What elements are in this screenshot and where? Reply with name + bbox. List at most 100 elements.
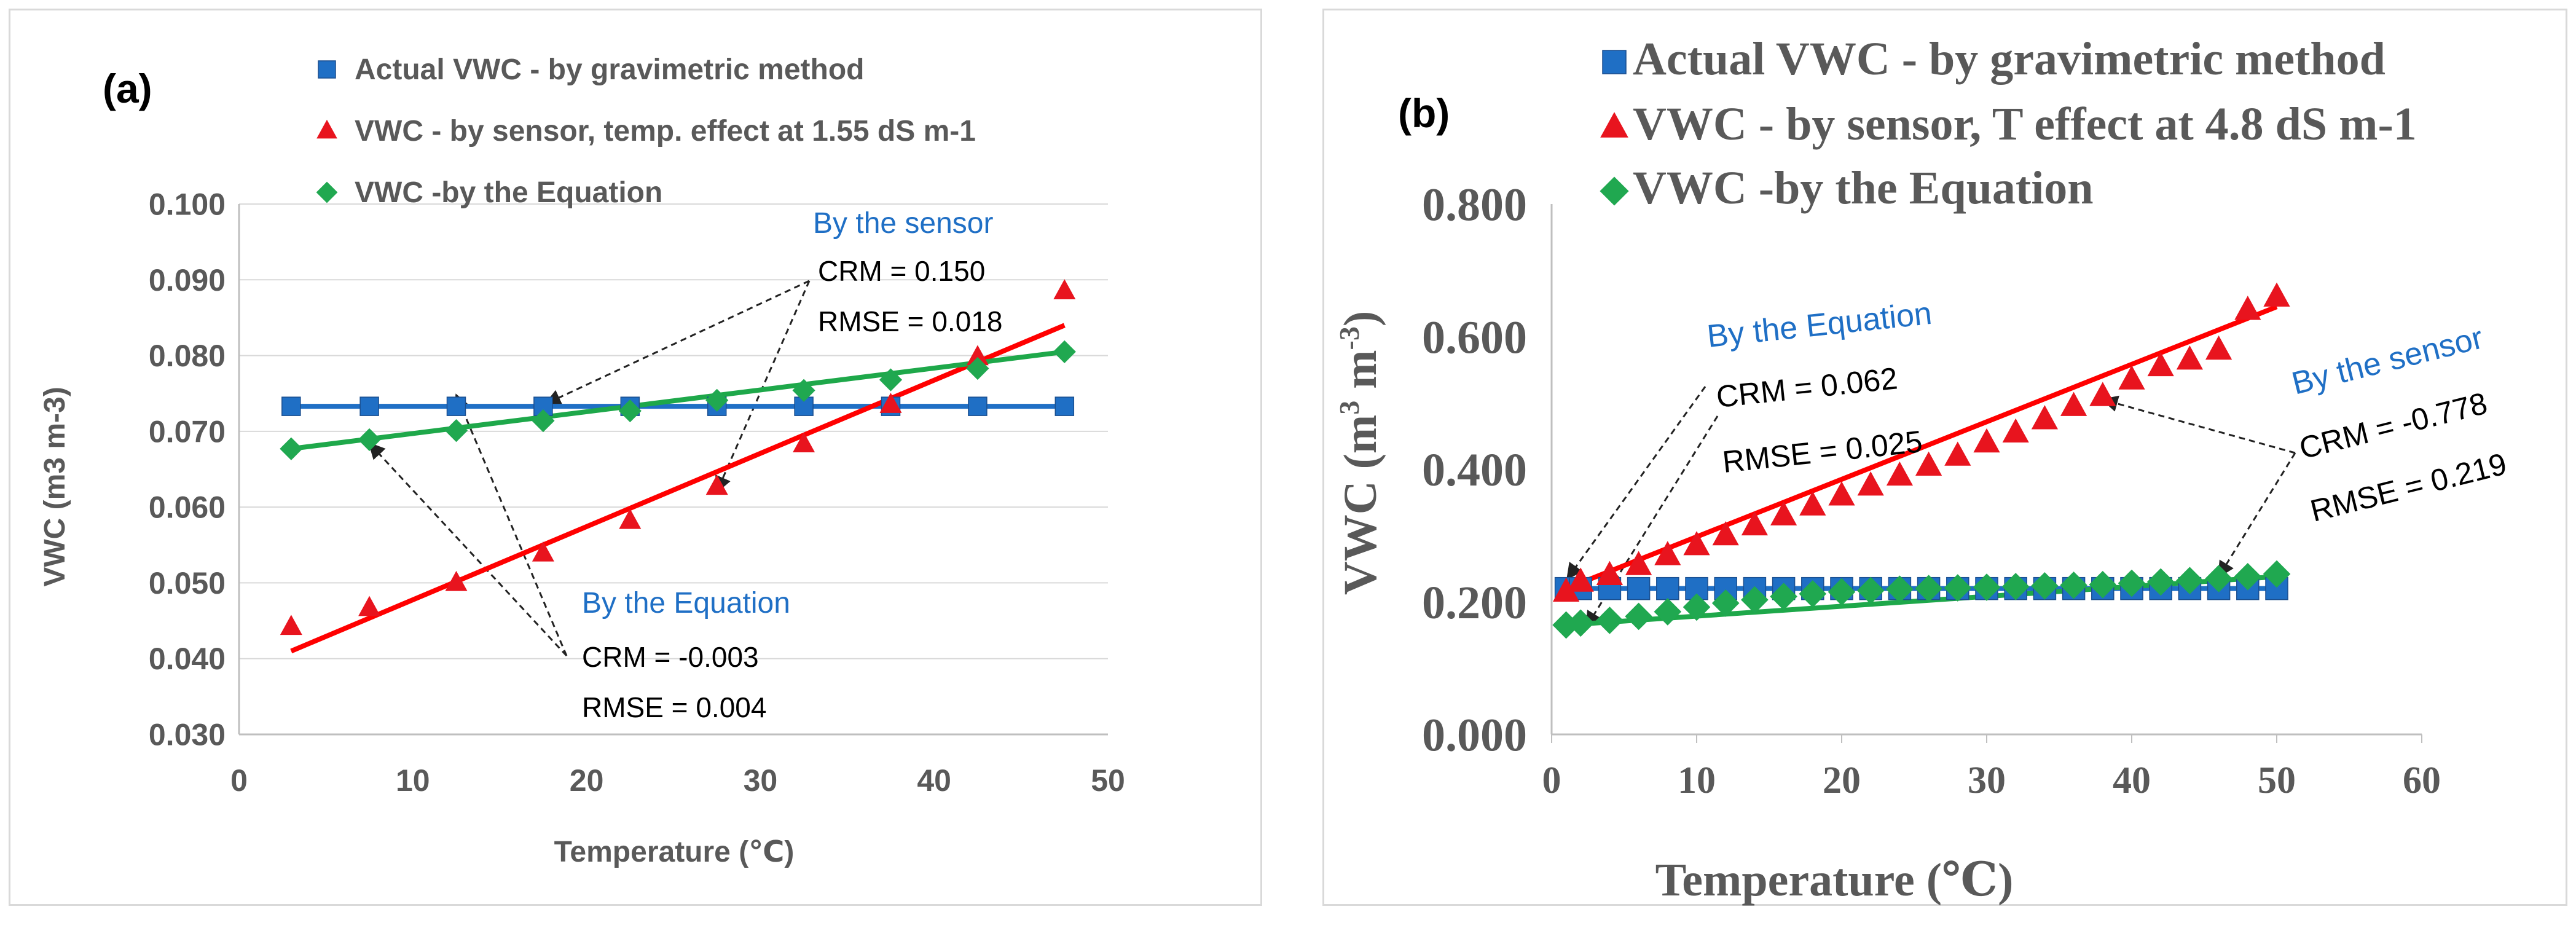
sensor-point <box>793 432 815 453</box>
sensor-point <box>2118 365 2145 390</box>
equation-point <box>2089 570 2117 599</box>
x-tick-label: 30 <box>744 763 778 798</box>
sensor-point <box>1596 560 1623 585</box>
panel-label-a: (a) <box>103 66 152 111</box>
legend-marker-actual <box>1602 50 1627 74</box>
sensor-trendline <box>290 323 1066 654</box>
equation-point <box>1654 598 1682 626</box>
equation-point <box>1973 573 2001 601</box>
equation-point <box>2118 569 2146 597</box>
annotation-a-sensor-title: By the sensor <box>813 207 994 240</box>
sensor-point <box>1683 531 1710 556</box>
y-axis-label-a: VWC (m3 m-3) <box>39 387 71 586</box>
chart-b-svg: 0.000 0.200 0.400 0.600 0.800 0 10 20 30 40 50 60 (… <box>1333 33 2510 906</box>
equation-point <box>792 379 815 402</box>
actual-point <box>968 396 988 416</box>
annotation-b-equation-crm: CRM = 0.062 <box>1714 361 1899 414</box>
sensor-point <box>2031 405 2058 430</box>
chart-a-svg: 0.030 0.040 0.050 0.060 0.070 0.080 0.090 0.100… <box>39 53 1125 868</box>
sensor-point <box>1886 461 1913 486</box>
sensor-point <box>1770 501 1797 525</box>
sensor-point <box>1654 541 1681 565</box>
legend-marker-sensor <box>1600 112 1628 138</box>
arrow-b-sensor-to-actual <box>2218 452 2296 578</box>
annotation-a-sensor-rmse: RMSE = 0.018 <box>818 305 1002 337</box>
x-tick-label: 40 <box>917 763 951 798</box>
x-axis-label-a: Temperature (℃) <box>554 836 795 868</box>
x-axis-label-b: Temperature (℃) <box>1655 854 2014 906</box>
chart-b-annotation-arrows <box>1566 386 2296 629</box>
equation-point <box>444 419 468 442</box>
sensor-point <box>2176 345 2203 370</box>
arrow-a-equation-to-equation <box>368 442 568 657</box>
sensor-point <box>532 541 554 562</box>
x-tick-label: 50 <box>2258 760 2296 801</box>
arrow-a-sensor-to-sensor <box>715 280 811 493</box>
equation-trendline <box>291 349 1065 452</box>
y-axis-label-b: VWC (m3 m-3) <box>1333 311 1386 595</box>
y-tick-label: 0.090 <box>149 263 226 297</box>
equation-point <box>2031 572 2059 600</box>
chart-b-series <box>1552 282 2291 639</box>
equation-point <box>618 399 642 423</box>
legend-marker-equation <box>316 181 338 203</box>
legend-marker-sensor <box>316 119 337 139</box>
sensor-point <box>445 570 468 591</box>
equation-point <box>1053 340 1076 364</box>
chart-a-axes: 0.030 0.040 0.050 0.060 0.070 0.080 0.090 0.100… <box>149 187 1125 798</box>
x-tick-label: 60 <box>2403 760 2441 801</box>
arrow-a-equation-to-actual <box>454 393 568 656</box>
equation-point <box>1625 602 1652 631</box>
chart-a-gridlines <box>239 203 1108 659</box>
x-tick-label: 10 <box>1678 760 1716 801</box>
equation-point <box>2060 571 2087 599</box>
equation-point <box>1596 607 1624 634</box>
y-tick-label: 0.030 <box>149 718 226 752</box>
equation-point <box>358 428 381 452</box>
x-tick-label: 40 <box>2113 760 2151 801</box>
sensor-point <box>2205 335 2232 360</box>
equation-point <box>1799 580 1827 608</box>
annotation-b-equation-title: By the Equation <box>1705 296 1933 355</box>
sensor-point <box>2002 418 2029 443</box>
sensor-point <box>705 474 728 495</box>
equation-point <box>2205 565 2232 592</box>
equation-point <box>532 409 555 433</box>
sensor-point <box>280 615 302 635</box>
sensor-point <box>1857 471 1884 496</box>
sensor-point <box>1915 451 1942 476</box>
sensor-point <box>1741 511 1768 536</box>
y-tick-label: 0.000 <box>1422 710 1527 761</box>
annotation-b-sensor-crm: CRM = -0.778 <box>2296 386 2491 466</box>
x-tick-label: 50 <box>1091 763 1125 798</box>
sensor-point <box>1567 567 1594 592</box>
equation-point <box>705 388 729 412</box>
chart-panel-b: 0.000 0.200 0.400 0.600 0.800 0 10 20 30 40 50 60 (… <box>1322 9 2567 906</box>
y-tick-label: 0.050 <box>149 566 226 600</box>
equation-point <box>2146 568 2175 596</box>
legend-marker-equation <box>1600 176 1629 206</box>
y-tick-label: 0.060 <box>149 490 226 525</box>
y-tick-label: 0.200 <box>1422 577 1527 629</box>
y-tick-label: 0.800 <box>1422 179 1527 231</box>
arrow-b-sensor-to-sensor <box>2101 395 2296 454</box>
sensor-point <box>2147 352 2174 377</box>
sensor-point <box>2234 296 2261 320</box>
annotation-a-sensor-crm: CRM = 0.150 <box>818 255 985 287</box>
equation-point <box>1828 578 1856 606</box>
sensor-point <box>1828 481 1855 506</box>
sensor-trendline <box>1565 304 2278 591</box>
sensor-point <box>879 393 902 413</box>
annotation-b-sensor-title: By the sensor <box>2288 320 2487 401</box>
annotation-a-equation-rmse: RMSE = 0.004 <box>582 691 766 723</box>
actual-point <box>359 396 379 416</box>
y-tick-label: 0.070 <box>149 414 226 449</box>
legend-a-sensor-label: VWC - by sensor, temp. effect at 1.55 dS… <box>355 115 976 147</box>
equation-point <box>2001 573 2030 600</box>
sensor-point <box>1799 491 1826 516</box>
annotation-a-equation-title: By the Equation <box>582 587 790 619</box>
chart-a-annotation-arrows <box>368 280 811 657</box>
equation-point <box>1566 609 1595 637</box>
equation-point <box>879 368 903 391</box>
arrow-b-equation-to-actual <box>1566 386 1706 580</box>
